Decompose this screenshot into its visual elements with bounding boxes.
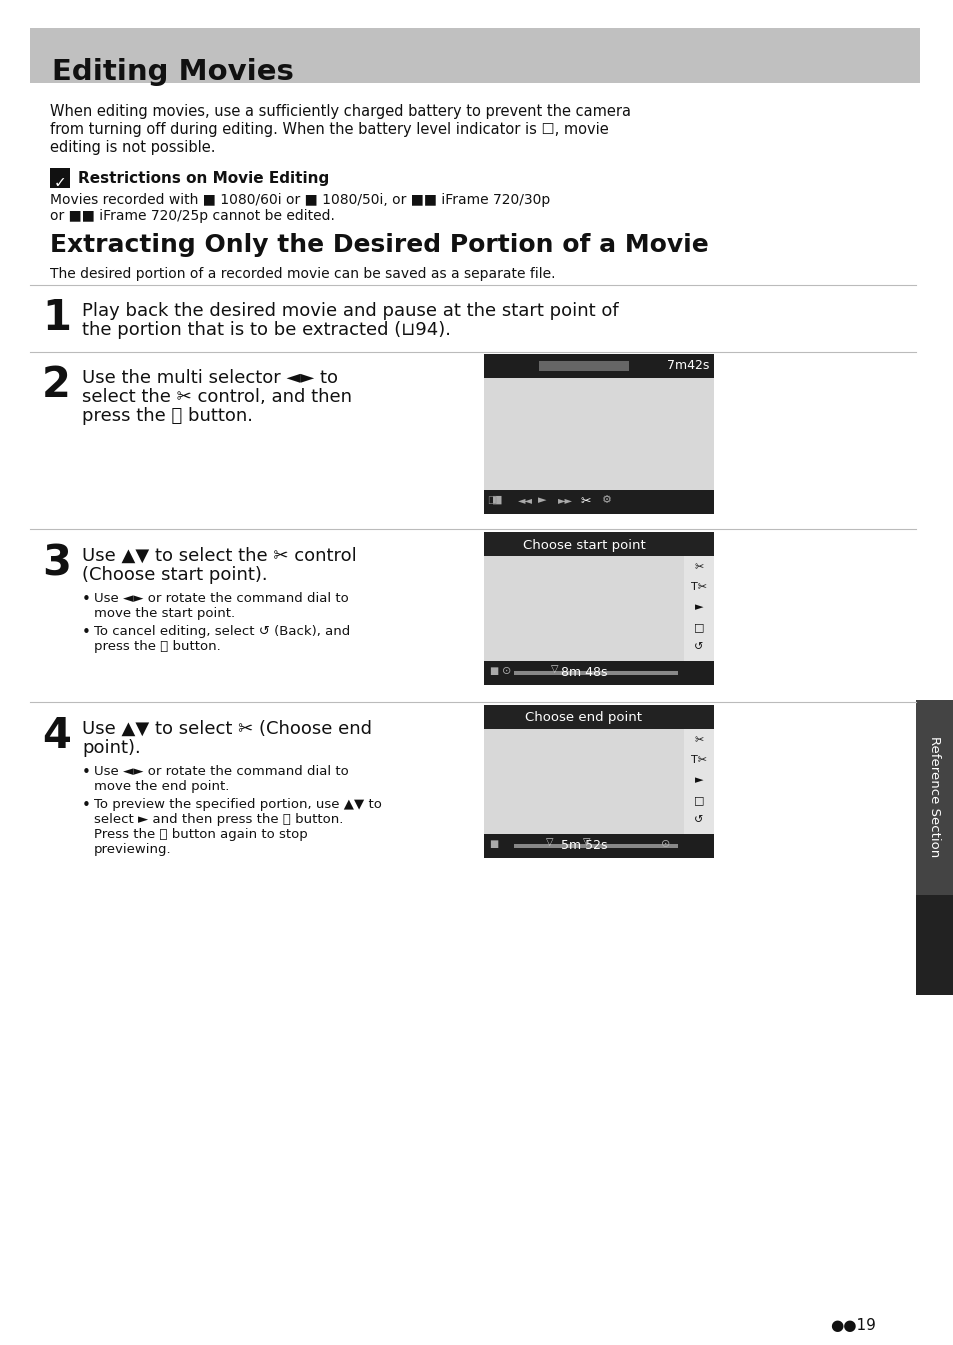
Bar	[483, 354, 713, 378]
Text: ■: ■	[489, 666, 497, 677]
Text: •: •	[82, 798, 91, 812]
Text: To cancel editing, select ↺ (Back), and: To cancel editing, select ↺ (Back), and	[94, 625, 350, 638]
Text: The desired portion of a recorded movie can be saved as a separate file.: The desired portion of a recorded movie …	[50, 268, 555, 281]
Bar	[483, 378, 713, 490]
Text: ✓: ✓	[53, 175, 67, 191]
Text: Movies recorded with ■ 1080/60i or ■ 1080/50i, or ■■ iFrame 720/30p: Movies recorded with ■ 1080/60i or ■ 108…	[50, 192, 550, 207]
Bar	[483, 490, 713, 514]
Text: •: •	[82, 625, 91, 640]
Bar	[538, 360, 628, 371]
Text: 1: 1	[42, 297, 71, 339]
Text: □: □	[486, 495, 496, 504]
Bar	[514, 845, 678, 847]
Text: ⚙: ⚙	[601, 495, 612, 504]
Text: Use the multi selector ◄► to: Use the multi selector ◄► to	[82, 369, 337, 387]
Text: 4: 4	[42, 716, 71, 757]
Text: ►: ►	[694, 603, 702, 612]
Text: ⊙: ⊙	[501, 666, 511, 677]
Text: ►: ►	[537, 495, 546, 504]
Text: move the start point.: move the start point.	[94, 607, 234, 620]
Text: Restrictions on Movie Editing: Restrictions on Movie Editing	[78, 171, 329, 186]
Bar	[915, 699, 953, 894]
Text: □: □	[693, 795, 703, 806]
Text: ▽: ▽	[582, 837, 590, 847]
Bar	[50, 168, 70, 188]
Text: Choose end point: Choose end point	[525, 712, 641, 725]
Text: ✂: ✂	[694, 734, 703, 745]
Text: ▽: ▽	[551, 664, 558, 674]
Text: •: •	[82, 592, 91, 607]
Bar	[30, 28, 919, 83]
Text: the portion that is to be extracted (⊔94).: the portion that is to be extracted (⊔94…	[82, 321, 451, 339]
Text: point).: point).	[82, 738, 141, 757]
Text: move the end point.: move the end point.	[94, 780, 229, 794]
Text: 8m 48s: 8m 48s	[560, 666, 607, 679]
Text: Extracting Only the Desired Portion of a Movie: Extracting Only the Desired Portion of a…	[50, 233, 708, 257]
Text: •: •	[82, 765, 91, 780]
Bar	[483, 834, 713, 858]
Text: 5m 52s: 5m 52s	[560, 839, 607, 851]
Text: previewing.: previewing.	[94, 843, 172, 855]
Text: 2: 2	[42, 364, 71, 406]
Text: Choose start point: Choose start point	[522, 538, 644, 551]
Text: □: □	[693, 621, 703, 632]
Bar	[915, 894, 953, 995]
Text: editing is not possible.: editing is not possible.	[50, 140, 215, 155]
Bar	[483, 660, 713, 685]
Bar	[483, 705, 713, 729]
Text: Use ▲▼ to select ✂ (Choose end: Use ▲▼ to select ✂ (Choose end	[82, 720, 372, 738]
Text: Play back the desired movie and pause at the start point of: Play back the desired movie and pause at…	[82, 303, 618, 320]
Bar	[483, 555, 683, 660]
Text: 3: 3	[42, 542, 71, 584]
Text: or ■■ iFrame 720/25p cannot be edited.: or ■■ iFrame 720/25p cannot be edited.	[50, 208, 335, 223]
Text: T✂: T✂	[690, 755, 706, 765]
Bar	[483, 533, 713, 555]
Text: When editing movies, use a sufficiently charged battery to prevent the camera: When editing movies, use a sufficiently …	[50, 104, 630, 118]
Text: ▽: ▽	[546, 837, 553, 847]
Bar	[683, 729, 713, 834]
Text: select ► and then press the ⒪ button.: select ► and then press the ⒪ button.	[94, 812, 343, 826]
Text: Editing Movies: Editing Movies	[52, 58, 294, 86]
Text: ⊙: ⊙	[660, 839, 670, 849]
Text: (Choose start point).: (Choose start point).	[82, 566, 268, 584]
Text: ●●19: ●●19	[829, 1318, 875, 1333]
Text: To preview the specified portion, use ▲▼ to: To preview the specified portion, use ▲▼…	[94, 798, 381, 811]
Text: ✂: ✂	[579, 495, 590, 508]
Text: ↺: ↺	[694, 815, 703, 824]
Bar	[514, 671, 678, 675]
Text: press the ⒪ button.: press the ⒪ button.	[94, 640, 220, 654]
Text: ◄◄: ◄◄	[517, 495, 533, 504]
Text: Use ▲▼ to select the ✂ control: Use ▲▼ to select the ✂ control	[82, 547, 356, 565]
Text: from turning off during editing. When the battery level indicator is ☐, movie: from turning off during editing. When th…	[50, 122, 608, 137]
Text: Press the ⒪ button again to stop: Press the ⒪ button again to stop	[94, 829, 308, 841]
Text: ■: ■	[489, 839, 497, 849]
Bar	[683, 555, 713, 660]
Text: T✂: T✂	[690, 582, 706, 592]
Text: select the ✂ control, and then: select the ✂ control, and then	[82, 387, 352, 406]
Bar	[483, 729, 683, 834]
Text: ►►: ►►	[558, 495, 573, 504]
Text: Reference Section: Reference Section	[927, 736, 941, 858]
Text: ■: ■	[492, 495, 502, 504]
Text: ►: ►	[694, 775, 702, 785]
Text: ↺: ↺	[694, 642, 703, 652]
Text: ✂: ✂	[694, 562, 703, 572]
Text: Use ◄► or rotate the command dial to: Use ◄► or rotate the command dial to	[94, 765, 349, 777]
Text: Use ◄► or rotate the command dial to: Use ◄► or rotate the command dial to	[94, 592, 349, 605]
Text: press the ⒪ button.: press the ⒪ button.	[82, 408, 253, 425]
Text: 7m42s: 7m42s	[666, 359, 708, 373]
